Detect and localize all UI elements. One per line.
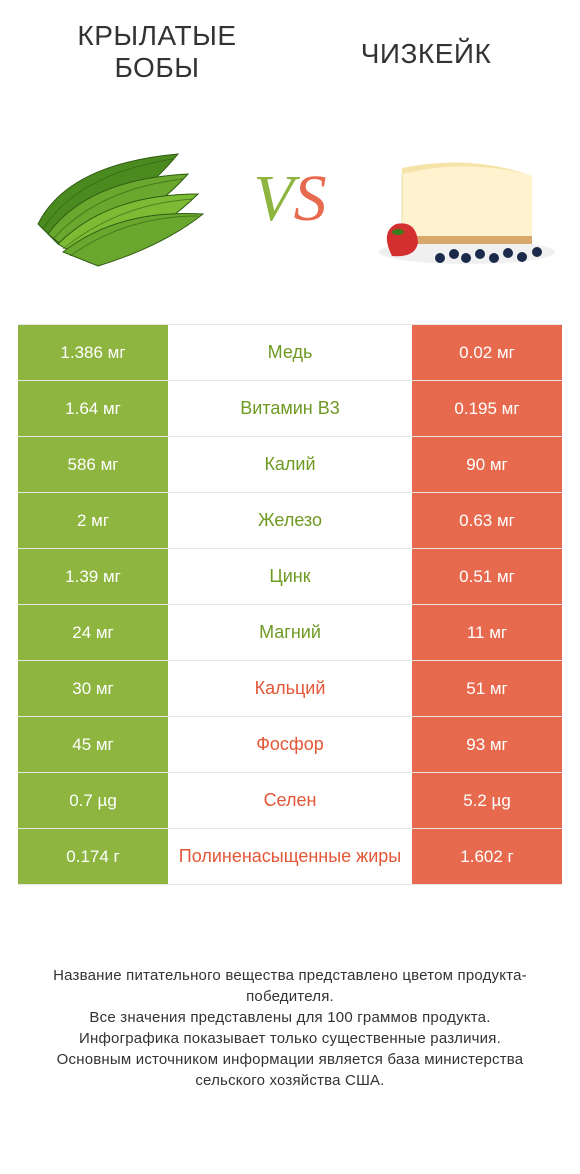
left-title-line1: Крылатые [77,20,236,51]
right-value: 90 мг [412,437,562,492]
right-value: 0.51 мг [412,549,562,604]
right-title: Чизкейк [361,38,492,69]
nutrient-label: Полиненасыщенные жиры [168,829,412,884]
right-value: 1.602 г [412,829,562,884]
nutrient-label: Калий [168,437,412,492]
footer-line-4: Основным источником информации является … [24,1049,556,1091]
nutrient-label: Селен [168,773,412,828]
nutrient-label: Медь [168,325,412,380]
nutrient-label: Цинк [168,549,412,604]
table-row: 45 мгФосфор93 мг [18,717,562,773]
footer-notes: Название питательного вещества представл… [18,965,562,1091]
table-row: 0.7 µgСелен5.2 µg [18,773,562,829]
left-value: 1.64 мг [18,381,168,436]
table-row: 1.39 мгЦинк0.51 мг [18,549,562,605]
table-row: 24 мгМагний11 мг [18,605,562,661]
right-value: 11 мг [412,605,562,660]
right-value: 0.02 мг [412,325,562,380]
right-food-image [362,124,562,274]
vs-s: S [294,162,327,235]
winged-beans-icon [18,124,218,274]
left-value: 30 мг [18,661,168,716]
nutrient-label: Железо [168,493,412,548]
page: Крылатые бобы Чизкейк [0,0,580,1091]
table-row: 1.64 мгВитамин B30.195 мг [18,381,562,437]
left-value: 0.174 г [18,829,168,884]
cheesecake-icon [362,124,562,274]
left-value: 2 мг [18,493,168,548]
right-value: 51 мг [412,661,562,716]
right-product-title: Чизкейк [290,20,562,70]
left-food-image [18,124,218,274]
left-value: 24 мг [18,605,168,660]
comparison-table: 1.386 мгМедь0.02 мг1.64 мгВитамин B30.19… [18,324,562,885]
right-value: 0.63 мг [412,493,562,548]
titles-row: Крылатые бобы Чизкейк [18,0,562,84]
left-value: 1.386 мг [18,325,168,380]
nutrient-label: Кальций [168,661,412,716]
nutrient-label: Магний [168,605,412,660]
vs-row: VS [18,114,562,284]
left-value: 586 мг [18,437,168,492]
right-value: 5.2 µg [412,773,562,828]
left-value: 45 мг [18,717,168,772]
table-row: 1.386 мгМедь0.02 мг [18,325,562,381]
left-value: 0.7 µg [18,773,168,828]
table-row: 2 мгЖелезо0.63 мг [18,493,562,549]
nutrient-label: Фосфор [168,717,412,772]
table-row: 30 мгКальций51 мг [18,661,562,717]
footer-line-3: Инфографика показывает только существенн… [24,1028,556,1049]
left-value: 1.39 мг [18,549,168,604]
footer-line-1: Название питательного вещества представл… [24,965,556,1007]
table-row: 0.174 гПолиненасыщенные жиры1.602 г [18,829,562,885]
nutrient-label: Витамин B3 [168,381,412,436]
vs-v: V [253,162,293,235]
left-product-title: Крылатые бобы [18,20,290,84]
vs-label: VS [253,161,326,237]
left-title-line2: бобы [114,52,199,83]
right-value: 93 мг [412,717,562,772]
footer-line-2: Все значения представлены для 100 граммо… [24,1007,556,1028]
right-value: 0.195 мг [412,381,562,436]
table-row: 586 мгКалий90 мг [18,437,562,493]
